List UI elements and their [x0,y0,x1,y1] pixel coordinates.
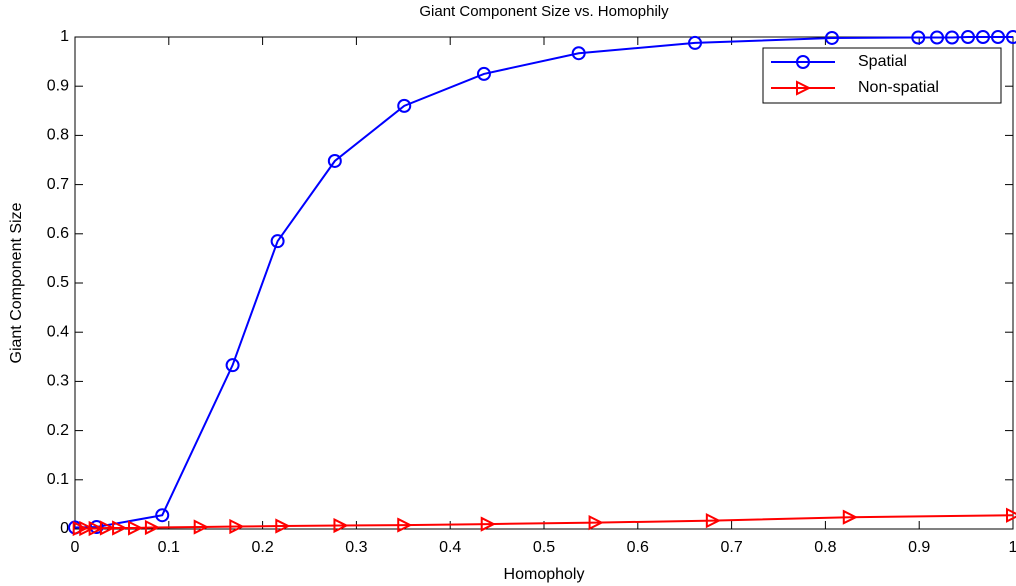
marker [990,30,1005,44]
marker [911,30,926,45]
y-tick-label: 0.9 [47,77,69,94]
marker [112,520,128,536]
marker [128,520,144,536]
legend-label: Non-spatial [858,79,939,96]
marker [588,514,604,531]
y-tick-label: 0.8 [47,127,69,144]
marker [824,30,839,45]
marker [333,517,349,534]
legend: Spatial Non-spatial [762,47,1002,104]
marker [99,520,116,536]
marker [225,358,240,373]
y-tick-label: 0.5 [47,274,69,291]
chart-title: Giant Component Size vs. Homophily [419,3,669,20]
marker [975,30,990,44]
x-tick-label: 0.4 [439,539,461,556]
marker [476,66,491,81]
y-tick-label: 0.1 [47,471,69,488]
marker [144,519,161,536]
y-tick-label: 0.2 [47,422,69,439]
x-tick-label: 0 [71,539,80,556]
marker [229,518,245,535]
marker [930,30,945,45]
y-tick-label: 0 [60,520,69,537]
y-tick-label: 0.6 [47,225,69,242]
y-tick-label: 1 [60,28,69,45]
y-tick-label: 0.4 [47,323,69,340]
x-tick-label: 0.8 [814,539,836,556]
marker [688,35,703,50]
x-tick-label: 0.6 [627,539,649,556]
marker [270,234,285,249]
series-line [74,36,1013,529]
y-tick-label: 0.7 [47,176,69,193]
marker [842,509,859,525]
marker [275,518,291,534]
marker [945,30,960,45]
x-tick-label: 0.1 [158,539,180,556]
x-tick-label: 1 [1009,539,1016,556]
legend-marker [796,80,812,96]
marker [705,513,722,529]
marker [571,46,586,61]
marker [397,98,412,113]
marker [155,508,170,523]
marker [397,517,413,533]
legend-marker [796,55,810,69]
marker [960,30,975,44]
marker [193,519,209,535]
marker [327,153,342,168]
marker [1006,507,1016,523]
legend-box [762,47,1002,104]
x-tick-label: 0.3 [345,539,367,556]
marker [79,520,95,537]
y-axis-label: Giant Component Size [8,202,25,363]
marker [1006,30,1016,44]
x-tick-label: 0.2 [251,539,273,556]
legend-label: Spatial [858,53,907,70]
marker [480,516,496,532]
x-tick-label: 0.5 [533,539,555,556]
x-tick-label: 0.9 [908,539,930,556]
marker [88,520,104,537]
x-axis-label: Homopholy [504,566,585,583]
x-tick-label: 0.7 [720,539,742,556]
y-tick-label: 0.3 [47,373,69,390]
